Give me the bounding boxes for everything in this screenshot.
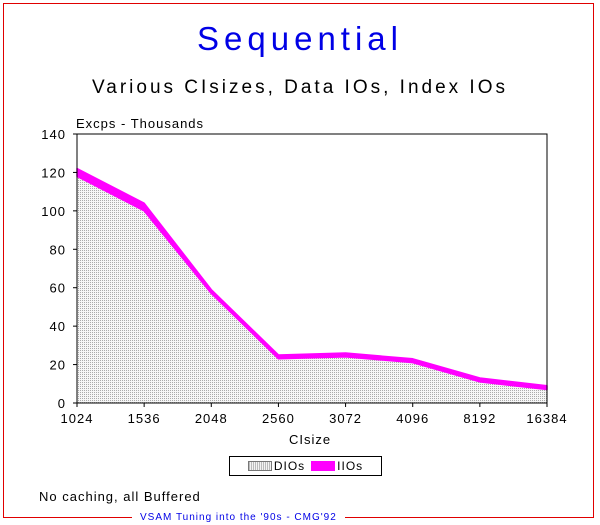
legend-swatch-dios (247, 461, 272, 471)
y-tick-label: 60 (50, 281, 66, 296)
y-tick-label: 20 (50, 358, 66, 373)
legend-swatch-iios (311, 461, 336, 471)
plot-border (76, 133, 548, 404)
chart-subtitle: Various CIsizes, Data IOs, Index IOs (92, 77, 508, 98)
y-tick-label: 120 (41, 165, 66, 180)
y-tick-label: 0 (58, 396, 66, 411)
y-tick-label: 80 (50, 242, 66, 257)
x-tick-label: 2048 (195, 411, 228, 426)
legend-item-iios: IIOs (311, 459, 363, 473)
x-tick-label: 4096 (396, 411, 429, 426)
x-tick-label: 3072 (329, 411, 362, 426)
footer-caption: VSAM Tuning into the '90s - CMG'92 (132, 511, 345, 525)
footnote: No caching, all Buffered (39, 489, 201, 504)
x-tick-label: 16384 (526, 411, 567, 426)
y-axis-label: Excps - Thousands (76, 116, 205, 131)
x-tick-label: 8192 (463, 411, 496, 426)
x-tick-label: 1536 (128, 411, 161, 426)
chart-title: Sequential (197, 20, 403, 57)
legend-label-dios: DIOs (273, 459, 306, 473)
legend-label-iios: IIOs (337, 459, 364, 473)
y-tick-label: 140 (41, 127, 66, 142)
legend: DIOs IIOs (229, 456, 382, 476)
legend-item-dios: DIOs (247, 459, 306, 473)
x-tick-label: 1024 (61, 411, 94, 426)
y-tick-label: 40 (50, 319, 66, 334)
x-axis-label: CIsize (288, 432, 332, 447)
y-tick-label: 100 (41, 204, 66, 219)
x-tick-label: 2560 (262, 411, 295, 426)
